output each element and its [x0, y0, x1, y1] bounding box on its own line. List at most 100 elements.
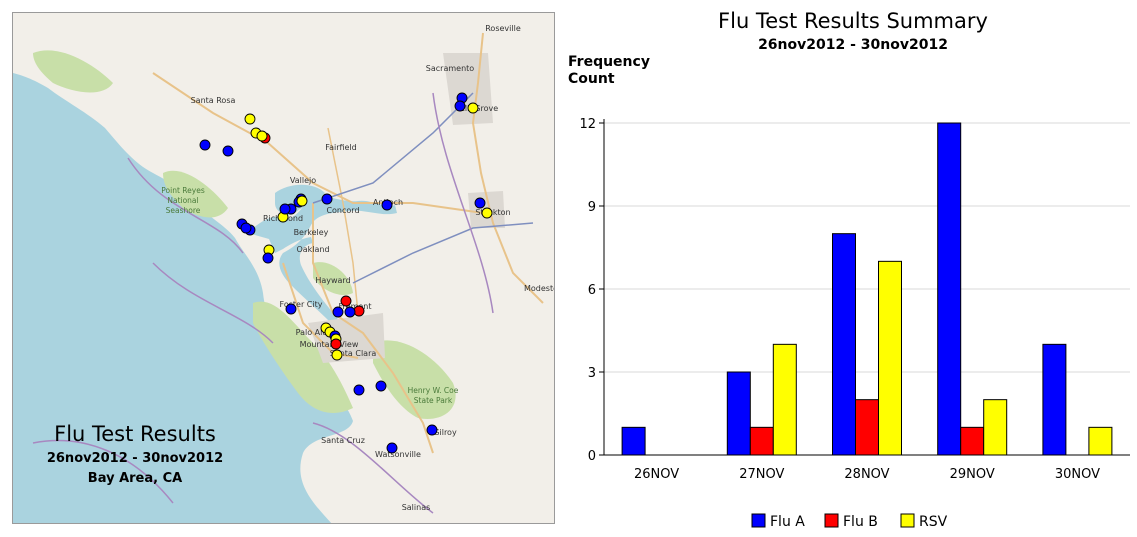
bar-rsv-27nov [772, 343, 797, 456]
bar-rsv-29nov [983, 399, 1008, 456]
place-label: Sacramento [426, 64, 474, 73]
place-label: Stockton [475, 208, 510, 217]
place-label: Oakland [296, 245, 329, 254]
test-marker-flu-a [240, 222, 252, 234]
test-marker-flu-b [330, 338, 342, 350]
legend-label: Flu B [843, 514, 878, 530]
x-tick-label: 27NOV [739, 467, 784, 482]
place-label: Palo Alto [296, 328, 331, 337]
test-marker-rsv [467, 102, 479, 114]
y-tick-label: 0 [588, 449, 596, 464]
place-label: Berkeley [294, 228, 329, 237]
test-marker-rsv [481, 207, 493, 219]
x-tick-label: 30NOV [1055, 467, 1100, 482]
test-marker-flu-b [353, 305, 365, 317]
test-marker-flu-a [375, 380, 387, 392]
place-label: Fairfield [325, 143, 357, 152]
place-label: Fremont [339, 302, 372, 311]
bar-rsv-30nov [1088, 426, 1113, 456]
test-marker-flu-a [285, 303, 297, 315]
highway [152, 72, 484, 214]
test-marker-flu-a [262, 252, 274, 264]
bar-flu-b-27nov [749, 426, 774, 456]
bar-flu-a-28nov [832, 233, 856, 456]
test-marker-rsv [296, 195, 308, 207]
place-label: Modesto [524, 284, 555, 293]
bay-water [248, 196, 397, 327]
place-label: Santa Clara [330, 349, 377, 358]
x-tick-label: 29NOV [950, 467, 995, 482]
map-panel: Roseville Sacramento Santa Rosa Elk Grove Fa… [12, 12, 555, 524]
interstate [352, 222, 534, 284]
bar-chart: Flu Test Results Summary 26nov2012 - 30n… [568, 9, 1130, 530]
park-area [253, 301, 353, 413]
map-date-range: 26nov2012 - 30nov2012 [46, 451, 224, 466]
test-marker-flu-a [353, 384, 365, 396]
ocean [13, 73, 353, 523]
y-tick-label: 9 [588, 200, 596, 215]
test-marker-flu-a [426, 424, 438, 436]
highway [471, 32, 544, 304]
legend-label: RSV [919, 514, 948, 530]
place-label: Elk Grove [460, 104, 498, 113]
test-marker-rsv [331, 349, 343, 361]
test-marker-flu-a [321, 193, 333, 205]
place-label: National [167, 196, 198, 205]
interstate [312, 92, 474, 204]
bar-flu-a-26nov [621, 426, 646, 456]
place-label: Santa Rosa [191, 96, 236, 105]
place-label: Santa Cruz [321, 436, 365, 445]
test-marker-flu-a [386, 442, 398, 454]
test-marker-flu-b [340, 295, 352, 307]
place-label: Concord [326, 206, 359, 215]
place-label: Vallejo [290, 176, 316, 185]
place-label: Mountain View [300, 340, 359, 349]
test-marker-flu-a [381, 199, 393, 211]
y-axis-label: Frequency Count [568, 54, 650, 87]
test-marker-flu-a [474, 197, 486, 209]
x-tick-label: 26NOV [634, 467, 679, 482]
test-marker-rsv [256, 130, 268, 142]
place-label: Watsonville [375, 450, 421, 459]
map-title-block: Flu Test Results 26nov2012 - 30nov2012 B… [23, 419, 247, 489]
bar-rsv-28nov [878, 260, 902, 456]
map-title: Flu Test Results [54, 422, 216, 446]
place-label: Salinas [402, 503, 431, 512]
y-tick-label: 3 [588, 366, 596, 381]
place-label: Henry W. Coe [408, 386, 459, 395]
bar-flu-b-28nov [855, 399, 879, 456]
bar-flu-b-29nov [960, 426, 985, 456]
test-marker-flu-a [222, 145, 234, 157]
place-label: Gilroy [433, 428, 457, 437]
highway [282, 262, 359, 359]
chart-subtitle: 26nov2012 - 30nov2012 [758, 37, 948, 53]
y-tick-label: 12 [579, 117, 596, 132]
highway [312, 203, 434, 454]
bar-flu-a-30nov [1042, 343, 1067, 456]
legend-swatch-flu-a [751, 513, 766, 528]
place-label: Roseville [485, 24, 521, 33]
park-area [33, 50, 113, 93]
test-marker-flu-a [344, 306, 356, 318]
test-marker-rsv [244, 113, 256, 125]
place-label: Seashore [166, 206, 201, 215]
highway [327, 127, 359, 314]
test-marker-flu-a [279, 203, 291, 215]
place-label: Point Reyes [161, 186, 205, 195]
legend-label: Flu A [770, 514, 805, 530]
map-region: Bay Area, CA [87, 471, 183, 486]
chart-title: Flu Test Results Summary [718, 9, 988, 33]
chart-panel: Flu Test Results Summary 26nov2012 - 30n… [560, 0, 1137, 537]
bay-area-map: Roseville Sacramento Santa Rosa Elk Grove Fa… [13, 24, 555, 523]
test-marker-flu-a [454, 100, 466, 112]
place-label: Foster City [280, 300, 323, 309]
park-area [373, 340, 456, 419]
bar-flu-a-29nov [937, 122, 962, 456]
place-label: Hayward [315, 276, 350, 285]
county-boundary [32, 92, 494, 514]
x-tick-label: 28NOV [844, 467, 889, 482]
test-marker-flu-a [332, 306, 344, 318]
park-area [163, 170, 228, 218]
legend-swatch-rsv [900, 513, 915, 528]
legend-swatch-flu-b [824, 513, 839, 528]
